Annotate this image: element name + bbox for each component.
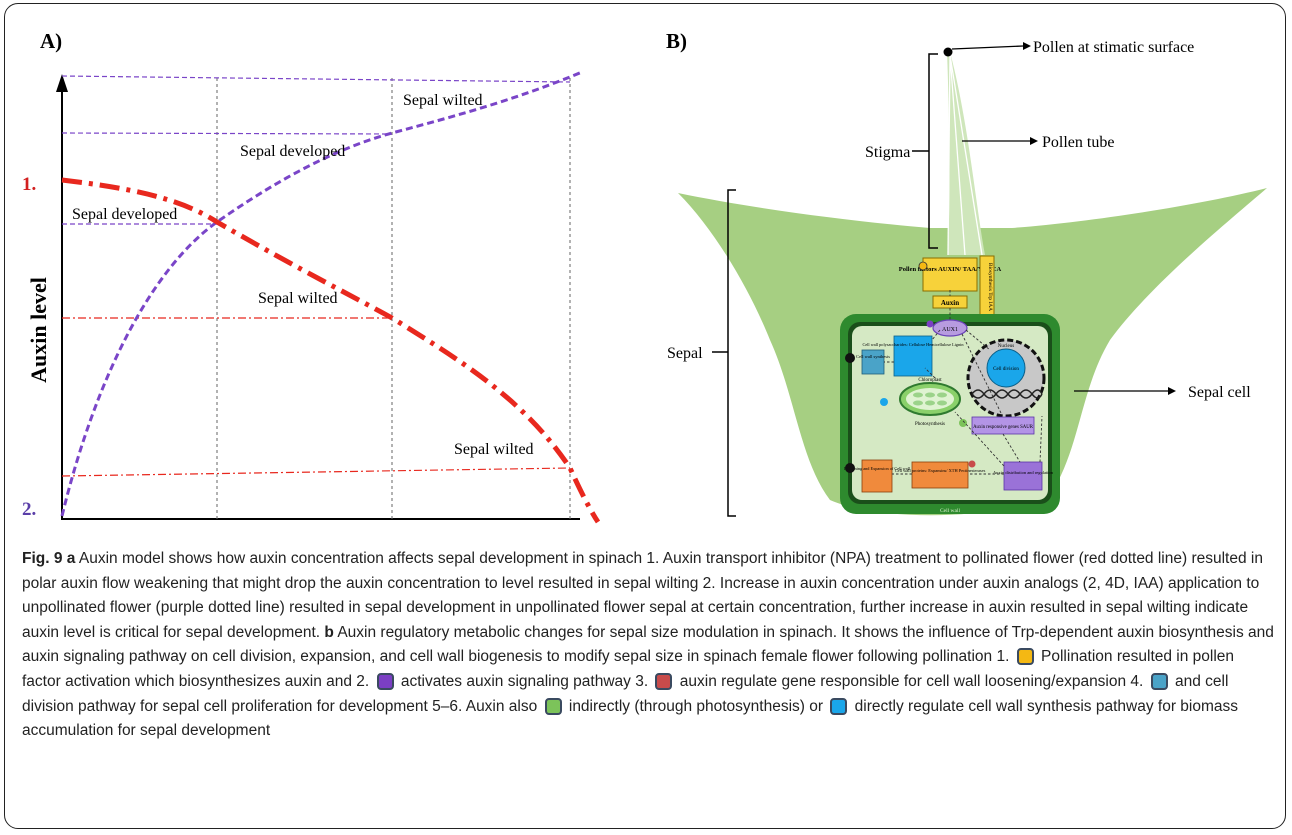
figure-graphic: A) Auxin level 1. 2. Sepal wilted Sepal … — [22, 29, 1267, 524]
auxin-genes-label: Auxin responsive genes SAUR — [973, 425, 1034, 430]
caption-fig-label: Fig. 9 — [22, 550, 63, 567]
caption-a-text: Auxin model shows how auxin concentratio… — [22, 550, 1263, 641]
caption-b-text: Auxin regulatory metabolic changes for s… — [22, 623, 1274, 666]
caption-b-letter: b — [324, 623, 334, 641]
swatch-cell-division — [1150, 672, 1168, 690]
purple-h-2 — [61, 132, 393, 135]
auxin-label: Auxin — [941, 299, 959, 307]
caption-seg-4: and cell division pathway for sepal cell… — [22, 672, 1229, 715]
chloroplast-label: Chloroplast — [918, 378, 942, 383]
cell-wall-synthesis-label: Cell wall synthesis — [856, 354, 890, 359]
figure-frame — [4, 3, 1286, 829]
label-pollen: Pollen at stimatic surface — [1033, 39, 1194, 56]
y-axis-arrow — [56, 74, 68, 92]
pollen-tube-line-3 — [949, 54, 983, 256]
figure-caption: Fig. 9 a Auxin model shows how auxin con… — [22, 547, 1277, 744]
cell-wall-proteins-box — [911, 461, 969, 489]
sepal-bracket — [727, 189, 736, 517]
swatch-pollination — [1016, 648, 1034, 666]
panel-b: B) Pollen at stimatic surface Pollen tub… — [666, 29, 1267, 517]
pollen-tube-line-1 — [947, 54, 951, 256]
aux1-label: AUX1 — [942, 327, 958, 333]
caption-seg-1: Pollination resulted in pollen factor ac… — [22, 648, 1235, 690]
polysaccharides-box — [893, 335, 933, 377]
auxin-distribution-label: Auxin distribution and regulation — [993, 470, 1054, 475]
pollen-factors-label: Pollen factors AUXIN/ TAA/YUCCA — [899, 266, 1002, 273]
purple-h-1 — [61, 75, 571, 83]
auxin-distribution-box — [1003, 461, 1043, 491]
cell-wall-label: Cell wall — [940, 508, 960, 514]
annotation-purple-mid: Sepal developed — [240, 143, 345, 160]
caption-seg-3: auxin regulate gene responsible for cell… — [675, 672, 1144, 690]
caption-seg-2: activates auxin signaling pathway 3. — [396, 672, 649, 690]
annotation-red-top: Sepal developed — [72, 206, 177, 223]
swatch-photosynthesis — [544, 697, 562, 715]
dna-strand-2 — [971, 389, 1043, 399]
loosening-box — [861, 459, 893, 493]
aux1-receptor — [932, 319, 968, 337]
red-h-2 — [61, 467, 571, 477]
biosynthesis-label: Biosynthesis Trp IAA — [987, 263, 993, 311]
pollen-factors-box — [922, 257, 978, 292]
pollen-tube-line-2 — [949, 54, 966, 256]
pathway-arrows — [884, 290, 1043, 475]
cell-wall-proteins-label: Cell wall proteins: Expansins/ XTH Pecti… — [895, 468, 986, 473]
pollen-callout — [951, 45, 1024, 50]
purple-series-line — [60, 70, 583, 517]
swatch-signaling — [376, 672, 394, 690]
panel-a: A) Auxin level 1. 2. Sepal wilted Sepal … — [22, 29, 601, 524]
annotation-purple-top: Sepal wilted — [403, 92, 483, 109]
label-sepal-cell: Sepal cell — [1188, 384, 1251, 401]
cell-division-label: Cell division — [993, 367, 1019, 372]
swatch-loosening — [655, 672, 673, 690]
loosening-label: Loosening and Expansion of Cell wall — [844, 466, 911, 471]
panel-b-label: B) — [666, 29, 687, 53]
panel-a-label: A) — [40, 29, 62, 53]
caption-a-letter: a — [66, 550, 76, 567]
stigma-bracket — [928, 53, 938, 249]
annotation-red-mid: Sepal wilted — [258, 290, 338, 307]
label-stigma: Stigma — [865, 144, 910, 161]
y-mark-1: 1. — [22, 174, 36, 195]
nucleus-label: Nucleus — [998, 344, 1014, 349]
pollen-grain — [943, 47, 953, 57]
annotation-red-bottom: Sepal wilted — [454, 441, 534, 458]
cell-division-circle — [986, 348, 1026, 388]
y-mark-2: 2. — [22, 499, 36, 520]
label-pollen-tube: Pollen tube — [1042, 134, 1114, 151]
y-axis-label: Auxin level — [26, 277, 51, 383]
red-series-line — [61, 177, 601, 524]
caption-seg-5: indirectly (through photosynthesis) or — [564, 697, 824, 715]
swatch-cell-wall-synthesis — [830, 697, 848, 715]
caption-seg-6: directly regulate cell wall synthesis pa… — [22, 697, 1239, 740]
label-sepal: Sepal — [667, 345, 703, 362]
polysaccharides-label: Cell wall polysaccharides: Cellulose Hem… — [862, 342, 964, 347]
photosynthesis-label: Photosynthesis — [915, 422, 945, 427]
